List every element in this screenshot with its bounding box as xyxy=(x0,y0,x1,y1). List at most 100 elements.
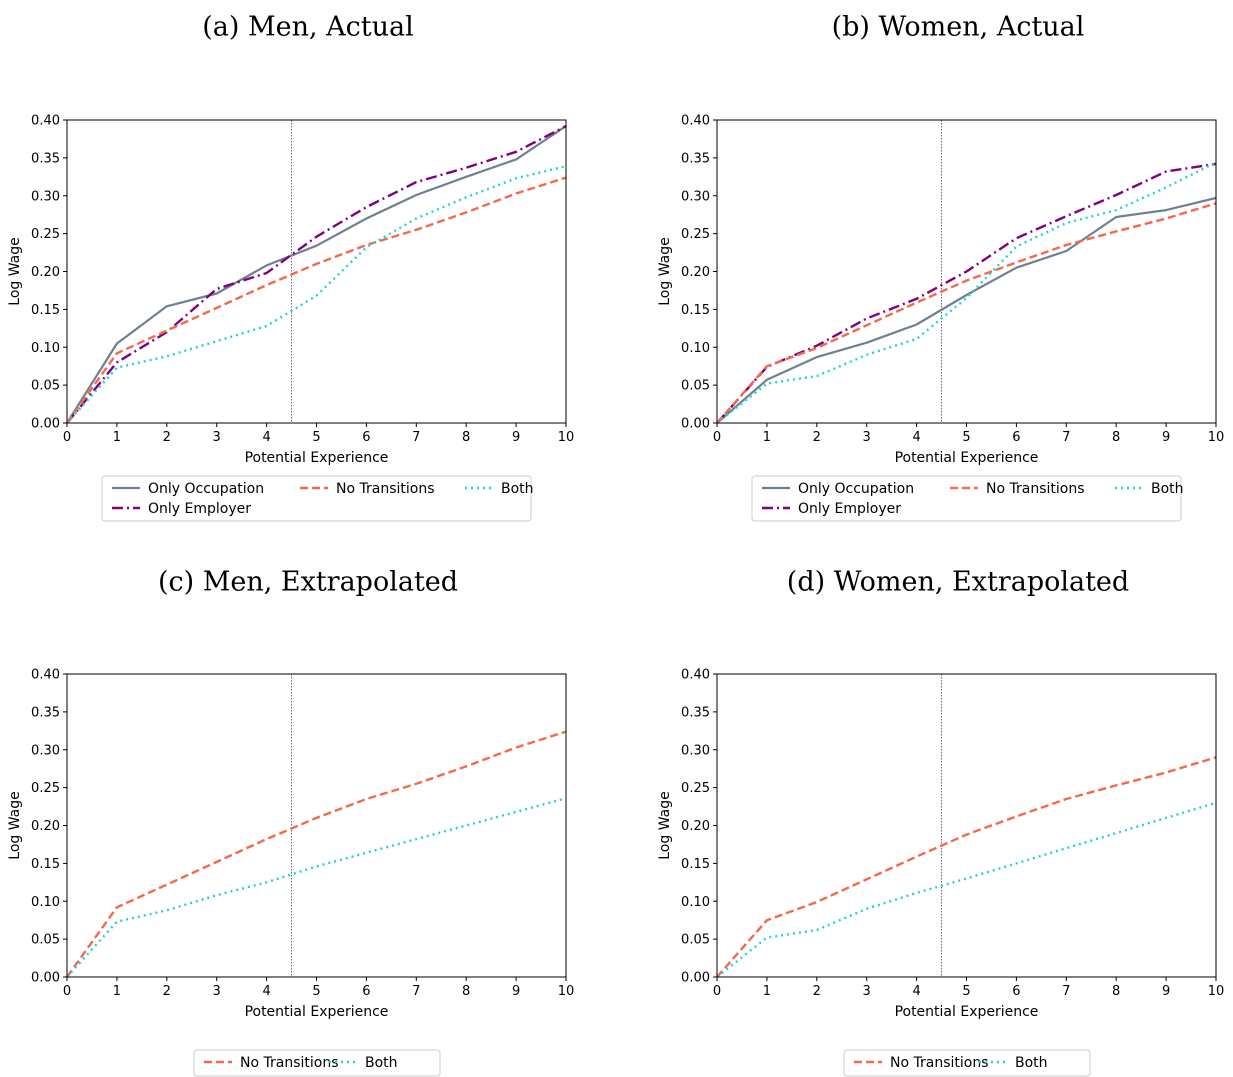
series-line-no_transitions xyxy=(717,202,1216,423)
x-tick-label: 5 xyxy=(962,430,970,445)
y-tick-label: 0.05 xyxy=(31,379,60,394)
series-line-only_occupation xyxy=(67,125,566,423)
y-tick-label: 0.25 xyxy=(31,781,60,796)
y-tick-label: 0.40 xyxy=(31,114,60,129)
y-tick-label: 0.15 xyxy=(681,857,710,872)
series-group xyxy=(67,120,566,423)
legend-box xyxy=(751,475,1182,522)
legend-label-only_employer: Only Employer xyxy=(148,501,251,517)
x-tick-label: 0 xyxy=(63,430,71,445)
chart-panel-0: (a) Men, Actual 0 1 2 3 4 5 6 7 8 9 10 0.00 0.05 0.10 0… xyxy=(7,12,574,522)
y-tick-label: 0.35 xyxy=(31,151,60,166)
x-tick-label: 4 xyxy=(262,430,270,445)
y-tick-label: 0.15 xyxy=(31,303,60,318)
x-tick-label: 2 xyxy=(163,984,171,999)
legend-label-both: Both xyxy=(365,1055,398,1071)
x-tick-label: 9 xyxy=(1162,430,1170,445)
series-line-only_employer xyxy=(717,162,1216,423)
y-axis-label: Log Wage xyxy=(657,791,673,859)
series-line-both xyxy=(67,797,566,977)
y-tick-label: 0.30 xyxy=(681,743,710,758)
panel-title: (d) Women, Extrapolated xyxy=(787,567,1129,598)
legend-label-only_occupation: Only Occupation xyxy=(148,481,264,497)
x-tick-label: 7 xyxy=(412,984,420,999)
x-tick-label: 6 xyxy=(1012,430,1020,445)
y-tick-label: 0.25 xyxy=(681,227,710,242)
series-line-both xyxy=(67,165,566,423)
panel-title: (b) Women, Actual xyxy=(832,12,1085,43)
y-tick-label: 0.20 xyxy=(681,265,710,280)
x-tick-label: 10 xyxy=(558,430,575,445)
x-tick-label: 8 xyxy=(462,430,470,445)
x-tick-label: 10 xyxy=(1208,430,1225,445)
x-tick-label: 9 xyxy=(1162,984,1170,999)
x-tick-label: 0 xyxy=(713,984,721,999)
y-tick-label: 0.00 xyxy=(681,417,710,432)
series-line-no_transitions xyxy=(717,756,1216,977)
x-tick-label: 10 xyxy=(558,984,575,999)
legend-label-only_employer: Only Employer xyxy=(798,501,901,517)
series-line-only_employer xyxy=(67,125,566,423)
x-tick-label: 0 xyxy=(713,430,721,445)
y-tick-label: 0.20 xyxy=(31,265,60,280)
panel-title: (a) Men, Actual xyxy=(202,12,414,43)
y-tick-label: 0.05 xyxy=(31,933,60,948)
x-tick-label: 6 xyxy=(1012,984,1020,999)
series-line-both xyxy=(717,161,1216,423)
legend-label-only_occupation: Only Occupation xyxy=(798,481,914,497)
y-tick-label: 0.20 xyxy=(681,819,710,834)
y-tick-label: 0.00 xyxy=(31,971,60,986)
legend: No Transitions Both xyxy=(843,1049,1091,1077)
series-line-only_occupation xyxy=(717,196,1216,423)
x-tick-label: 8 xyxy=(1112,430,1120,445)
y-tick-label: 0.35 xyxy=(681,151,710,166)
y-tick-label: 0.35 xyxy=(31,705,60,720)
x-tick-label: 1 xyxy=(763,984,771,999)
x-tick-label: 10 xyxy=(1208,984,1225,999)
y-tick-label: 0.10 xyxy=(31,895,60,910)
legend: No Transitions Both xyxy=(193,1049,441,1077)
x-tick-label: 3 xyxy=(863,984,871,999)
y-tick-label: 0.20 xyxy=(31,819,60,834)
x-tick-label: 3 xyxy=(863,430,871,445)
series-group xyxy=(67,674,566,977)
legend-box xyxy=(843,1049,1091,1077)
plot-frame xyxy=(66,119,567,424)
legend-label-no_transitions: No Transitions xyxy=(240,1055,339,1071)
x-tick-label: 4 xyxy=(912,984,920,999)
x-tick-label: 5 xyxy=(962,984,970,999)
legend-label-both: Both xyxy=(1151,481,1184,497)
legend-box xyxy=(193,1049,441,1077)
x-tick-label: 6 xyxy=(362,430,370,445)
x-tick-label: 1 xyxy=(113,430,121,445)
legend-label-no_transitions: No Transitions xyxy=(890,1055,989,1071)
x-tick-label: 8 xyxy=(462,984,470,999)
legend-label-no_transitions: No Transitions xyxy=(336,481,435,497)
x-tick-label: 2 xyxy=(813,984,821,999)
y-tick-label: 0.35 xyxy=(681,705,710,720)
legend-label-both: Both xyxy=(1015,1055,1048,1071)
x-tick-label: 6 xyxy=(362,984,370,999)
x-axis-label: Potential Experience xyxy=(245,1004,389,1020)
x-tick-label: 3 xyxy=(213,430,221,445)
x-tick-label: 0 xyxy=(63,984,71,999)
legend: Only Occupation No Transitions Both Only Em… xyxy=(101,475,534,522)
x-axis-label: Potential Experience xyxy=(245,450,389,466)
x-tick-label: 2 xyxy=(163,430,171,445)
plot-frame xyxy=(716,673,1217,978)
x-tick-label: 5 xyxy=(312,984,320,999)
y-tick-label: 0.15 xyxy=(31,857,60,872)
legend-box xyxy=(101,475,532,522)
y-axis-label: Log Wage xyxy=(7,791,23,859)
x-tick-label: 9 xyxy=(512,430,520,445)
series-group xyxy=(717,674,1216,977)
plot-frame xyxy=(66,673,567,978)
y-tick-label: 0.30 xyxy=(31,743,60,758)
x-tick-label: 9 xyxy=(512,984,520,999)
y-tick-label: 0.25 xyxy=(31,227,60,242)
chart-panel-3: (d) Women, Extrapolated 0 1 2 3 4 5 6 7 8 9 10 0.00 0… xyxy=(657,567,1224,1077)
series-line-no_transitions xyxy=(67,730,566,977)
y-axis-label: Log Wage xyxy=(7,237,23,305)
legend: Only Occupation No Transitions Both Only Em… xyxy=(751,475,1184,522)
y-axis-label: Log Wage xyxy=(657,237,673,305)
